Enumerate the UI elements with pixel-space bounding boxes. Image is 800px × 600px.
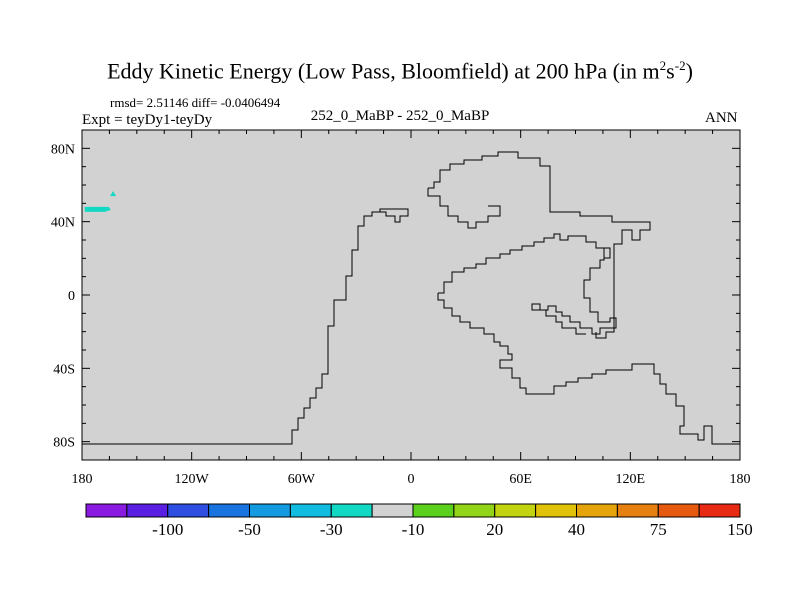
colorbar-box [494,503,537,518]
colorbar-box [616,503,659,518]
anomaly-patch [84,206,111,212]
coastlines [82,151,740,445]
colorbar-box [330,503,373,518]
title-unit-base: s [666,58,675,84]
center-subtitle: 252_0_MaBP - 252_0_MaBP [310,108,490,124]
colorbar-labels: -100 -50 -30 -10 20 40 75 150 [152,520,753,539]
colorbar-label: -100 [152,520,183,539]
colorbar-label: 75 [650,520,667,539]
x-tick-label: 180 [730,472,751,487]
y-tick-label: 0 [68,289,75,304]
colorbar-label: -10 [402,520,425,539]
colorbar-box [371,503,414,518]
colorbar-label: -30 [320,520,343,539]
colorbar-box [167,503,210,518]
stats-text: rmsd= 2.51146 diff= -0.0406494 [110,95,281,110]
anomaly-layer [84,191,117,212]
anomaly-patch [110,191,117,197]
colorbar-label: 40 [568,520,585,539]
coastline-northern-continent [428,151,651,339]
axis-ticks [81,130,741,460]
colorbar-box [412,503,455,518]
colorbar-box [698,503,741,518]
colorbar-box [576,503,618,518]
y-tick-label: 40N [51,216,75,231]
colorbar-box [126,503,169,518]
colorbar-label: 20 [486,520,503,539]
coastline-inner-east [604,247,611,259]
x-tick-label: 60E [509,472,532,487]
colorbar-box [453,503,496,518]
colorbar-label: -50 [238,520,261,539]
right-subtitle: ANN [705,110,738,126]
chart-title: Eddy Kinetic Energy (Low Pass, Bloomfiel… [0,58,800,84]
coastline-americas [82,208,409,445]
title-unit-close: ) [685,58,693,84]
title-unit-sup1: 2 [659,58,667,73]
x-tick-label: 180 [72,472,93,487]
colorbar [85,503,741,518]
x-tick-label: 0 [408,472,415,487]
colorbar-label: 150 [727,520,753,539]
coastline-inner-north [427,188,501,229]
colorbar-box [535,503,577,518]
y-tick-label: 80S [53,436,75,451]
x-tick-label: 60W [288,472,316,487]
y-tick-label: 80N [51,142,75,157]
title-unit-sup2: -2 [674,58,686,73]
coastline-africa-australia [438,233,617,335]
left-subtitle: Expt = teyDy1-teyDy [82,112,213,128]
colorbar-box [289,503,332,518]
coastline-south [437,293,740,445]
colorbar-box [249,503,291,518]
x-tick-label: 120W [175,472,210,487]
colorbar-box [657,503,700,518]
colorbar-box [85,503,128,518]
chart-title-text: Eddy Kinetic Energy (Low Pass, Bloomfiel… [107,58,660,84]
y-tick-label: 40S [53,362,75,377]
axis-tick-labels: 180 120W 60W 0 60E 120E 180 80N 40N 0 40S 80S [51,142,751,487]
x-tick-label: 120E [616,472,646,487]
colorbar-box [208,503,250,518]
plot-background [82,130,740,460]
